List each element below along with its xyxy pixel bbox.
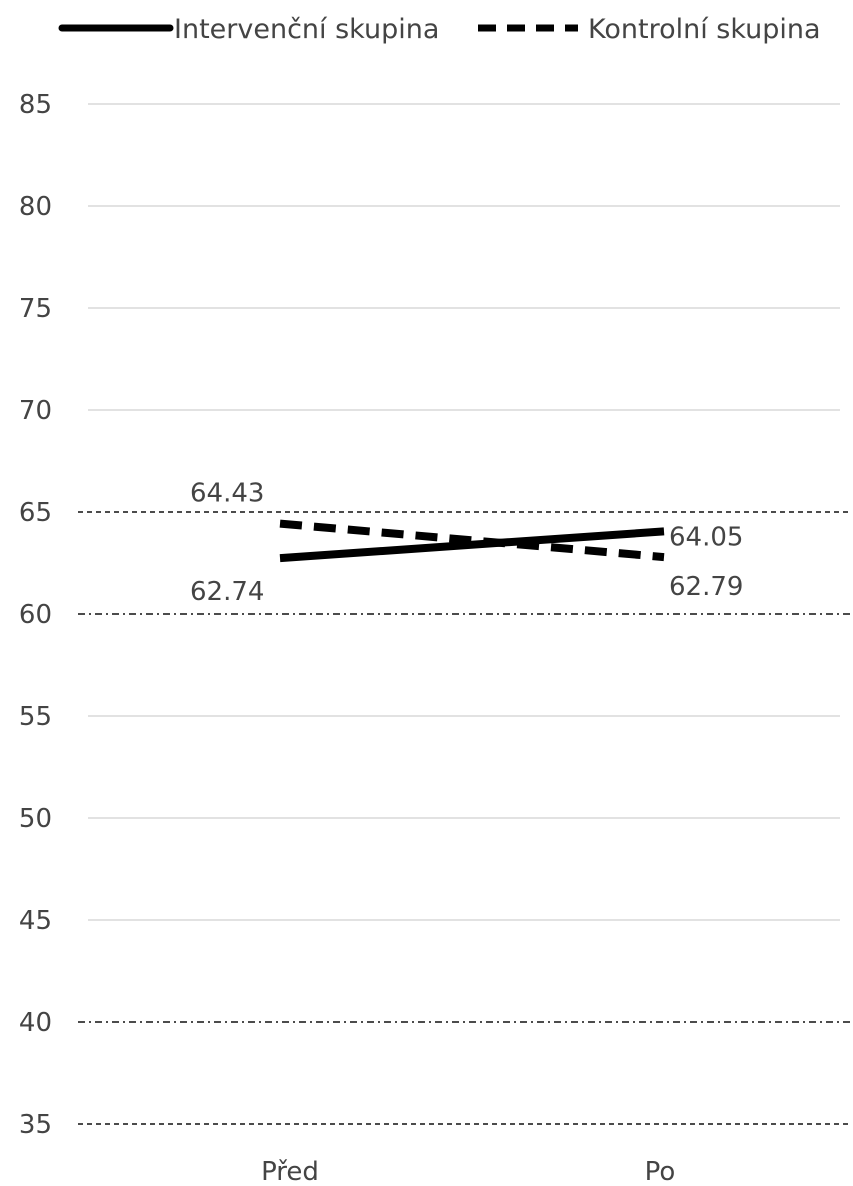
legend-label-control: Kontrolní skupina [588, 14, 821, 45]
y-axis: 35 40 45 50 55 60 65 70 75 80 85 [19, 90, 52, 1140]
y-tick-label-55: 55 [19, 702, 52, 732]
y-tick-label-70: 70 [19, 396, 52, 426]
data-label-intervention-after: 64.05 [669, 522, 743, 552]
x-tick-label-1: Před [261, 1157, 319, 1186]
y-tick-label-60: 60 [19, 600, 52, 630]
reference-lines [78, 511, 852, 1125]
chart-legend: Intervenční skupina Kontrolní skupina [58, 14, 821, 45]
legend-label-intervention: Intervenční skupina [174, 14, 439, 45]
y-tick-label-40: 40 [19, 1008, 52, 1038]
series-line-intervention [279, 527, 665, 563]
data-label-control-before: 64.43 [190, 479, 264, 509]
y-tick-label-80: 80 [19, 192, 52, 222]
y-tick-label-35: 35 [19, 1110, 52, 1140]
x-axis: Před Po [261, 1157, 675, 1186]
y-tick-label-45: 45 [19, 906, 52, 936]
series-lines [279, 519, 665, 563]
x-tick-label-2: Po [645, 1157, 676, 1186]
y-tick-label-85: 85 [19, 90, 52, 120]
y-tick-label-75: 75 [19, 294, 52, 324]
y-tick-label-50: 50 [19, 804, 52, 834]
data-labels: 62.74 64.05 64.43 62.79 [190, 479, 743, 607]
data-label-control-after: 62.79 [669, 572, 743, 602]
y-tick-label-65: 65 [19, 498, 52, 528]
data-label-intervention-before: 62.74 [190, 577, 264, 607]
gridlines [88, 103, 840, 921]
series-line-control [279, 519, 665, 562]
legend-item-intervention: Intervenční skupina [58, 14, 439, 45]
legend-item-control: Kontrolní skupina [478, 14, 821, 45]
